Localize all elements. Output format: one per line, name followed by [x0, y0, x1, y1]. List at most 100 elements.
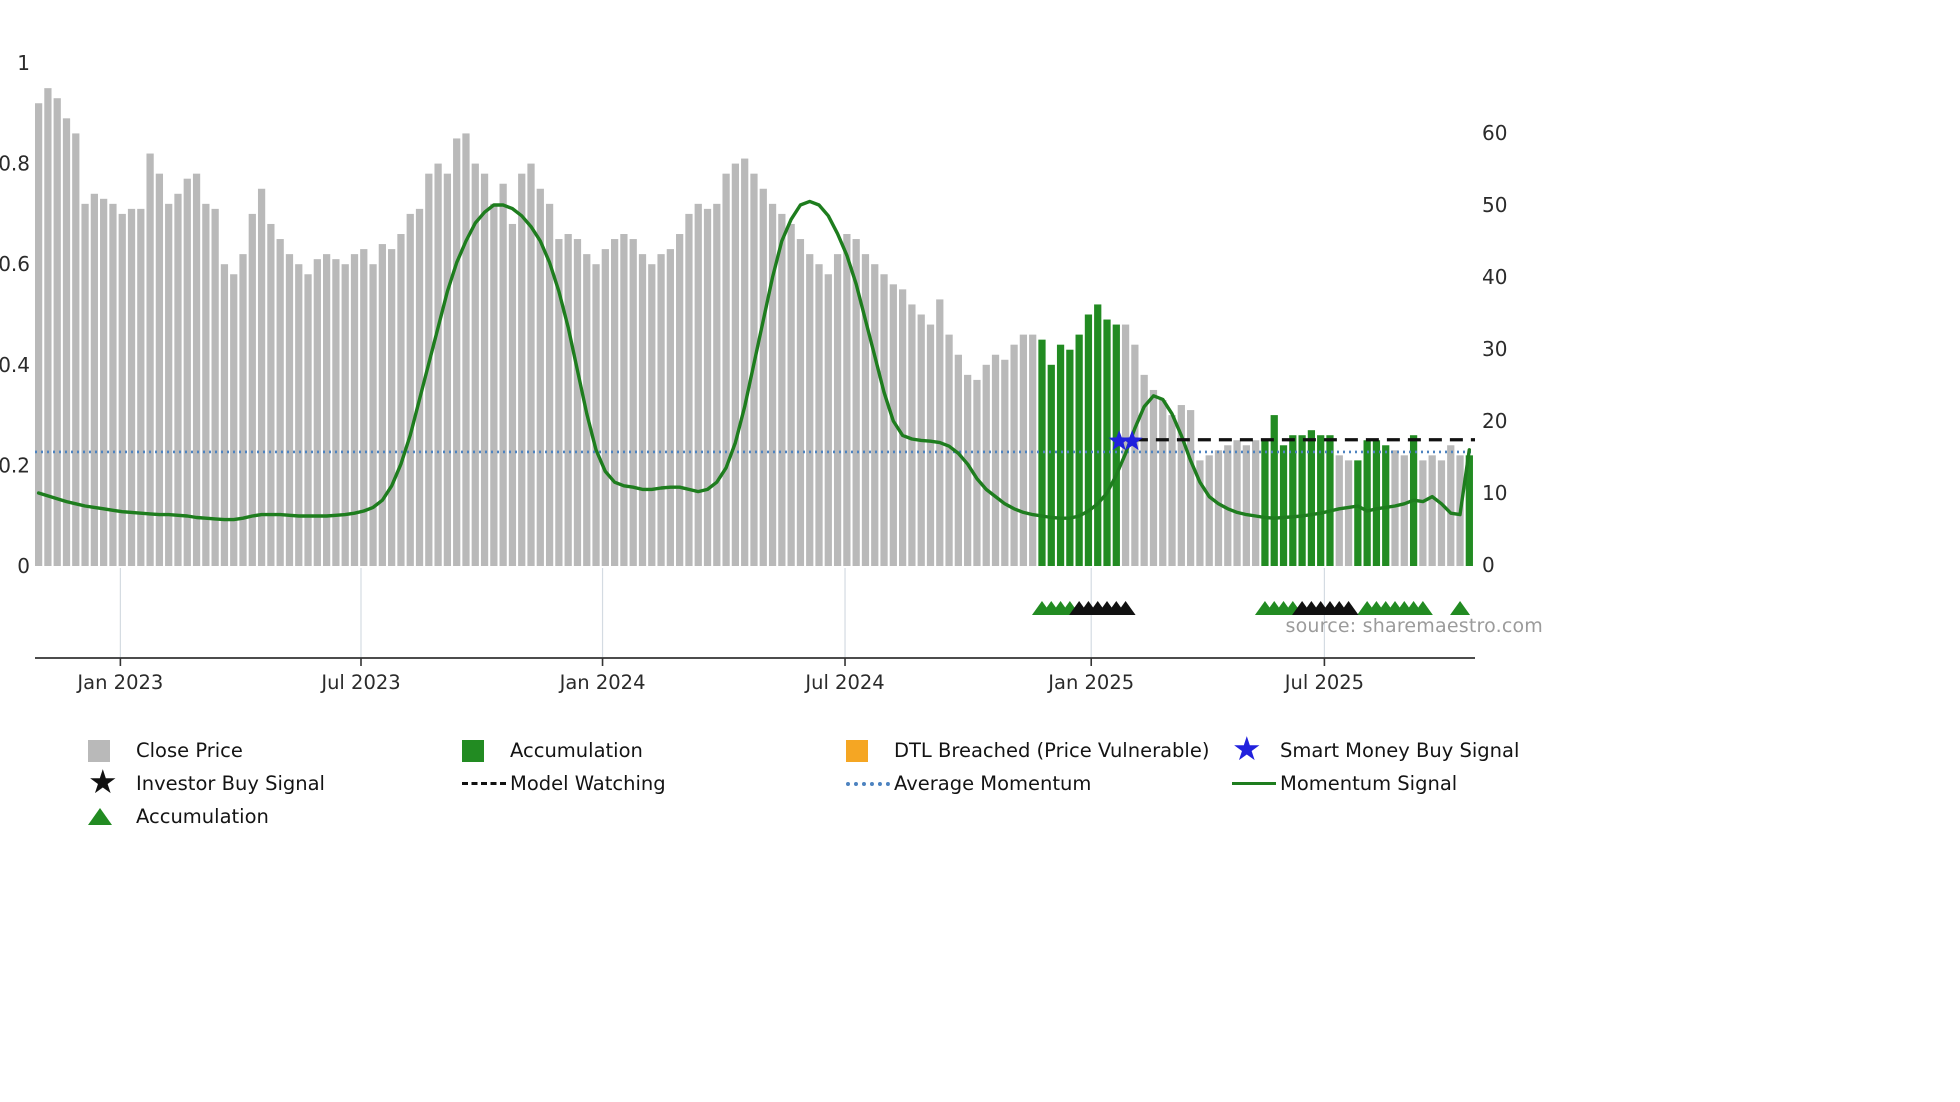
legend-item-dtl-breached-price-vulnerable: DTL Breached (Price Vulnerable) [846, 737, 1232, 764]
close-price-bar [257, 188, 266, 566]
close-price-bar [453, 138, 461, 566]
left-axis-tick-label: 0.2 [0, 453, 30, 477]
close-price-bar [731, 163, 740, 566]
investor-buy-triangle-marker [1338, 601, 1359, 615]
close-price-bar [341, 264, 349, 566]
left-axis-tick-label: 0.4 [0, 353, 30, 377]
accumulation-bar [1372, 440, 1381, 566]
close-price-bar [1344, 460, 1353, 566]
left-axis-tick-label: 1 [17, 51, 30, 75]
close-price-bar [852, 239, 860, 567]
close-price-bar [155, 173, 164, 566]
legend-label: Close Price [136, 739, 243, 762]
close-price-bar [1149, 389, 1158, 566]
right-axis-tick-label: 50 [1482, 193, 1507, 217]
close-price-bar [378, 244, 386, 566]
smart-money-buy-star [1121, 430, 1143, 451]
close-price-bar [973, 379, 981, 566]
close-price-bar [462, 133, 470, 567]
close-price-bar [722, 173, 730, 566]
accumulation-bar [1382, 445, 1390, 566]
legend-label: DTL Breached (Price Vulnerable) [894, 739, 1210, 762]
close-price-bar [239, 254, 247, 566]
legend-label: Smart Money Buy Signal [1280, 739, 1520, 762]
close-price-bar [35, 103, 43, 567]
model-watching-dashed-line-swatch [462, 782, 510, 785]
left-axis-tick-label: 0.6 [0, 252, 30, 276]
accumulation-bar [1279, 445, 1288, 566]
close-price-bar [527, 163, 535, 566]
close-price-swatch [88, 739, 136, 762]
close-price-bar [768, 203, 777, 566]
close-price-bar [741, 158, 749, 566]
legend-item-close-price: Close Price [88, 737, 462, 764]
legend-item-model-watching: Model Watching [462, 770, 846, 797]
close-price-bar [666, 249, 674, 567]
close-price-bar [471, 163, 479, 566]
close-price-bar [434, 163, 442, 566]
x-axis-tick-label: Jul 2023 [319, 671, 400, 694]
left-axis-tick-label: 0 [17, 554, 30, 578]
legend-item-accumulation: Accumulation [88, 803, 462, 830]
accumulation-bar [1465, 455, 1473, 566]
close-price-bar [676, 234, 684, 566]
close-price-bar [1252, 440, 1260, 566]
accumulation-bar [1307, 430, 1316, 566]
average-momentum-dotted-line-swatch [846, 781, 894, 786]
close-price-bar [1177, 405, 1185, 566]
smart-money-buy-star [1108, 430, 1130, 451]
close-price-bar [183, 178, 191, 566]
close-price-bar [1029, 334, 1037, 566]
legend-label: Momentum Signal [1280, 772, 1458, 795]
close-price-bar [611, 239, 619, 567]
close-price-bar [1447, 445, 1455, 566]
close-price-bar [713, 203, 721, 566]
close-price-bar [72, 133, 80, 567]
close-price-bar [369, 264, 377, 566]
close-price-bar [694, 203, 702, 566]
close-price-bar [192, 173, 201, 566]
close-price-bar [1233, 440, 1241, 566]
close-price-bar [1010, 344, 1018, 566]
close-price-bar [44, 88, 52, 567]
close-price-bar [778, 213, 786, 566]
close-price-bar [1140, 374, 1148, 566]
close-price-bar [564, 234, 572, 566]
close-price-bar [81, 203, 89, 566]
legend-item-smart-money-buy-signal: ★ Smart Money Buy Signal [1232, 732, 1520, 765]
close-price-bar [415, 208, 424, 566]
close-price-bar [991, 354, 1000, 566]
close-price-bar [323, 254, 331, 566]
close-price-bar [926, 324, 935, 566]
close-price-bar [304, 274, 312, 566]
accumulation-bar [1084, 314, 1093, 566]
legend-label: Accumulation [510, 739, 643, 762]
accumulation-bar [1103, 319, 1111, 566]
close-price-bar [518, 173, 526, 566]
accumulation-bar [1038, 339, 1046, 566]
x-axis-tick-label: Jul 2024 [803, 671, 884, 694]
accumulation-bar [1317, 435, 1325, 566]
accumulation-bar [1047, 364, 1055, 566]
right-axis-tick-label: 30 [1482, 337, 1507, 361]
close-price-bar [508, 223, 517, 566]
close-price-bar [536, 188, 544, 566]
close-price-bar [165, 203, 173, 566]
close-price-bar [861, 254, 870, 566]
close-price-bar [1214, 450, 1223, 566]
legend-item-average-momentum: Average Momentum [846, 770, 1232, 797]
close-price-bar [90, 193, 98, 566]
close-price-bar [1159, 400, 1167, 566]
close-price-bar [109, 203, 117, 566]
source-credit: source: sharemaestro.com [1285, 615, 1543, 637]
x-axis-tick-label: Jan 2023 [75, 671, 163, 694]
close-price-bar [1205, 455, 1213, 566]
close-price-bar [332, 259, 340, 566]
close-price-bar [397, 234, 405, 566]
close-price-bar [313, 259, 321, 566]
close-price-bar [295, 264, 303, 566]
accumulation-bar [1066, 349, 1074, 566]
accumulation-bar [1289, 435, 1297, 566]
close-price-bar [945, 334, 953, 566]
